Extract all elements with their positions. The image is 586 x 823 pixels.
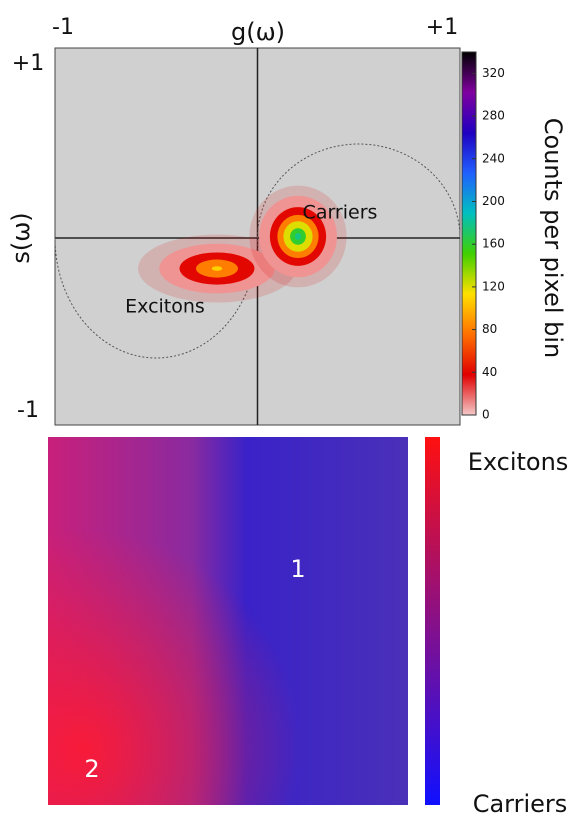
x-tick-label: +1 bbox=[426, 15, 458, 40]
annotation: 2 bbox=[84, 755, 99, 783]
y-tick-label: -1 bbox=[17, 398, 39, 423]
annotation: Excitons bbox=[125, 296, 205, 318]
colorbar-tick-label: 280 bbox=[482, 109, 505, 123]
clusters bbox=[138, 185, 347, 303]
upper-semicircle bbox=[257, 143, 461, 239]
colorbar-tick-label: 240 bbox=[482, 151, 505, 165]
annotation: 1 bbox=[290, 555, 305, 583]
cluster-contour bbox=[211, 266, 223, 271]
cluster-contour bbox=[294, 233, 302, 240]
colorbar-tick-label: 200 bbox=[482, 194, 505, 208]
colorbar bbox=[461, 51, 477, 416]
colorbar-end-label: Carriers bbox=[473, 790, 568, 818]
image-map-overlay bbox=[48, 437, 408, 805]
colorbar-end-label: Excitons bbox=[468, 448, 569, 476]
annotation: Carriers bbox=[303, 202, 378, 224]
colorbar-label: Counts per pixel bin bbox=[539, 118, 567, 358]
lower-semicircle bbox=[54, 237, 258, 359]
x-tick-label: -1 bbox=[52, 15, 74, 40]
map-colorbar bbox=[425, 437, 440, 805]
y-tick-label: +1 bbox=[12, 51, 44, 76]
colorbar-tick-label: 0 bbox=[482, 408, 490, 422]
colorbar-tick-label: 80 bbox=[482, 322, 497, 336]
colorbar-tick-label: 40 bbox=[482, 365, 497, 379]
colorbar-tick-label: 320 bbox=[482, 66, 505, 80]
x-axis-label: g(ω) bbox=[231, 18, 285, 46]
colorbar-tick-label: 120 bbox=[482, 279, 505, 293]
colorbar-tick-label: 160 bbox=[482, 237, 505, 251]
y-axis-label: s(ω) bbox=[7, 212, 35, 263]
